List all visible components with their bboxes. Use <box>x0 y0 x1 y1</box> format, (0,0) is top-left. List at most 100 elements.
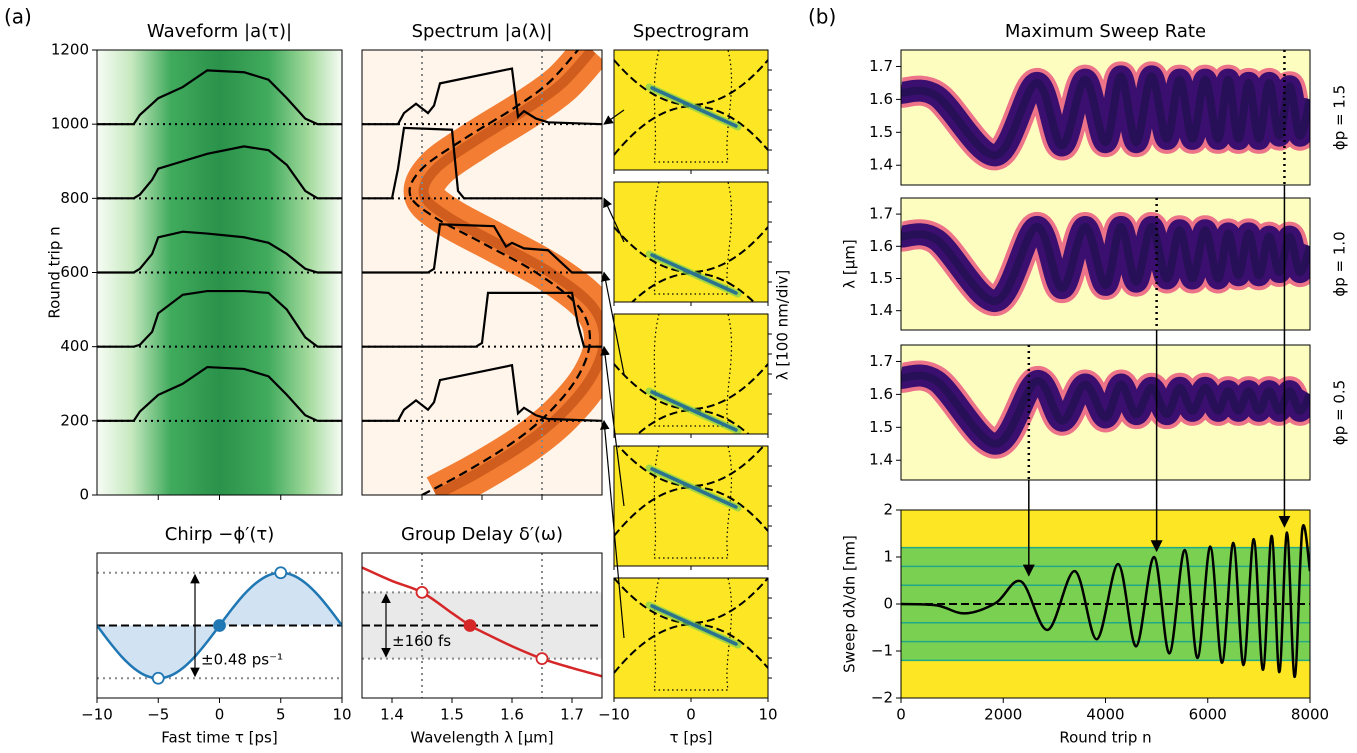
y-tick-label: 0 <box>883 595 893 613</box>
window-outline <box>653 578 733 691</box>
x-tick-label: 6000 <box>1189 706 1227 724</box>
x-tick-label: 4000 <box>1086 706 1124 724</box>
y-tick-label: 200 <box>60 411 89 429</box>
marker <box>463 619 477 632</box>
y-tick-label: 1 <box>883 548 893 566</box>
x-tick-label: 5 <box>276 706 286 724</box>
y-tick-label: 1200 <box>51 41 89 59</box>
annotation: ±160 fs <box>392 632 451 650</box>
profile-line <box>97 145 342 200</box>
dispersion-curve <box>614 486 768 537</box>
link-arrow <box>600 345 625 507</box>
axes-title: Maximum Sweep Rate <box>1005 21 1206 42</box>
sweep-band-core <box>901 72 1310 160</box>
y-tick-label: 0 <box>79 486 89 504</box>
x-tick-label: 1.6 <box>500 706 524 724</box>
y-tick-label: 1.6 <box>869 237 893 255</box>
axes-frame <box>900 49 1311 186</box>
axes-frame <box>361 552 603 699</box>
x-tick-label: 10 <box>332 706 351 724</box>
spectrogram-background <box>614 182 768 302</box>
profile-line <box>362 363 602 422</box>
axes-title: Chirp −ϕ′(τ) <box>165 524 274 545</box>
y-tick-label: −2 <box>871 689 893 707</box>
spectrogram-streak <box>650 604 738 646</box>
window-outline <box>653 182 733 295</box>
axes-title: Spectrogram <box>633 21 749 42</box>
y-tick-label: 1.4 <box>869 156 893 174</box>
y-tick-label: 2 <box>883 501 893 519</box>
window-outline <box>653 50 733 163</box>
panel-label: (b) <box>808 5 836 29</box>
x-axis-label: Round trip n <box>1059 729 1151 747</box>
y-tick-label: 1.5 <box>869 269 893 287</box>
axes-title: Group Delay δ′(ω) <box>401 524 563 545</box>
x-tick-label: 8000 <box>1291 706 1329 724</box>
y-tick-label: 600 <box>60 263 89 281</box>
axes-title: Spectrum |a(λ)| <box>412 21 553 42</box>
x-tick-label: 0 <box>215 706 225 724</box>
link-arrow <box>603 197 625 243</box>
panel-label: (a) <box>4 5 32 29</box>
spectrum-band <box>403 50 602 495</box>
axes-frame <box>900 344 1311 481</box>
y-tick-label: 1.6 <box>869 385 893 403</box>
link-arrow <box>600 271 625 375</box>
window-outline <box>653 314 733 427</box>
spectrogram-background <box>614 578 768 698</box>
profile-line <box>97 230 342 274</box>
y-axis-label: Round trip n <box>46 226 64 318</box>
y-tick-label: 1.4 <box>869 451 893 469</box>
y-tick-label: 1.5 <box>869 418 893 436</box>
profile-line <box>97 289 342 348</box>
panel-parameter: ϕp = 0.5 <box>1331 380 1349 445</box>
group-delay-curve <box>408 50 592 495</box>
y-tick-label: 1000 <box>51 115 89 133</box>
window-outline <box>653 446 733 559</box>
plot-area <box>614 578 768 698</box>
annotation: ±0.48 ps⁻¹ <box>201 651 283 669</box>
x-tick-label: −10 <box>81 706 113 724</box>
plot-area <box>614 182 768 302</box>
data-line <box>901 524 1310 679</box>
y-tick-label: 1.4 <box>869 301 893 319</box>
y-tick-label: 1.5 <box>869 123 893 141</box>
plot-area <box>614 314 768 434</box>
plot-area <box>614 50 768 170</box>
x-tick-label: 0 <box>686 706 696 724</box>
profile-line <box>362 67 602 126</box>
profile-line <box>362 223 602 274</box>
y-tick-label: 800 <box>60 189 89 207</box>
axes-title: Waveform |a(τ)| <box>147 21 292 42</box>
spectrum-band-core <box>418 50 602 495</box>
x-tick-label: 1.7 <box>560 706 584 724</box>
y-tick-label: 1.7 <box>869 57 893 75</box>
x-tick-label: −5 <box>147 706 169 724</box>
plot-area <box>97 50 342 495</box>
x-tick-label: 0 <box>896 706 906 724</box>
link-arrow <box>600 419 625 639</box>
spectrogram-streak <box>650 86 738 128</box>
plot-area <box>901 198 1310 330</box>
marker <box>535 652 549 666</box>
y-tick-label: 400 <box>60 337 89 355</box>
plot-area <box>901 345 1310 480</box>
x-tick-label: −10 <box>598 706 630 724</box>
axes-frame <box>900 197 1311 331</box>
profile-line <box>362 126 602 200</box>
profile-line <box>97 69 342 126</box>
x-tick-label: 1.5 <box>440 706 464 724</box>
plot-area <box>901 50 1310 185</box>
dispersion-curve <box>614 623 768 674</box>
y-axis-label: Sweep dλ/dn [nm] <box>841 535 859 673</box>
x-tick-label: 2000 <box>984 706 1022 724</box>
y-axis-label: λ [μm] <box>841 239 859 289</box>
marker <box>151 671 165 685</box>
y-tick-label: 1.7 <box>869 352 893 370</box>
plot-area <box>614 446 768 566</box>
marker <box>213 619 226 632</box>
dispersion-curve <box>614 105 768 156</box>
marker <box>274 566 288 580</box>
x-axis-label: Fast time τ [ps] <box>161 729 277 747</box>
